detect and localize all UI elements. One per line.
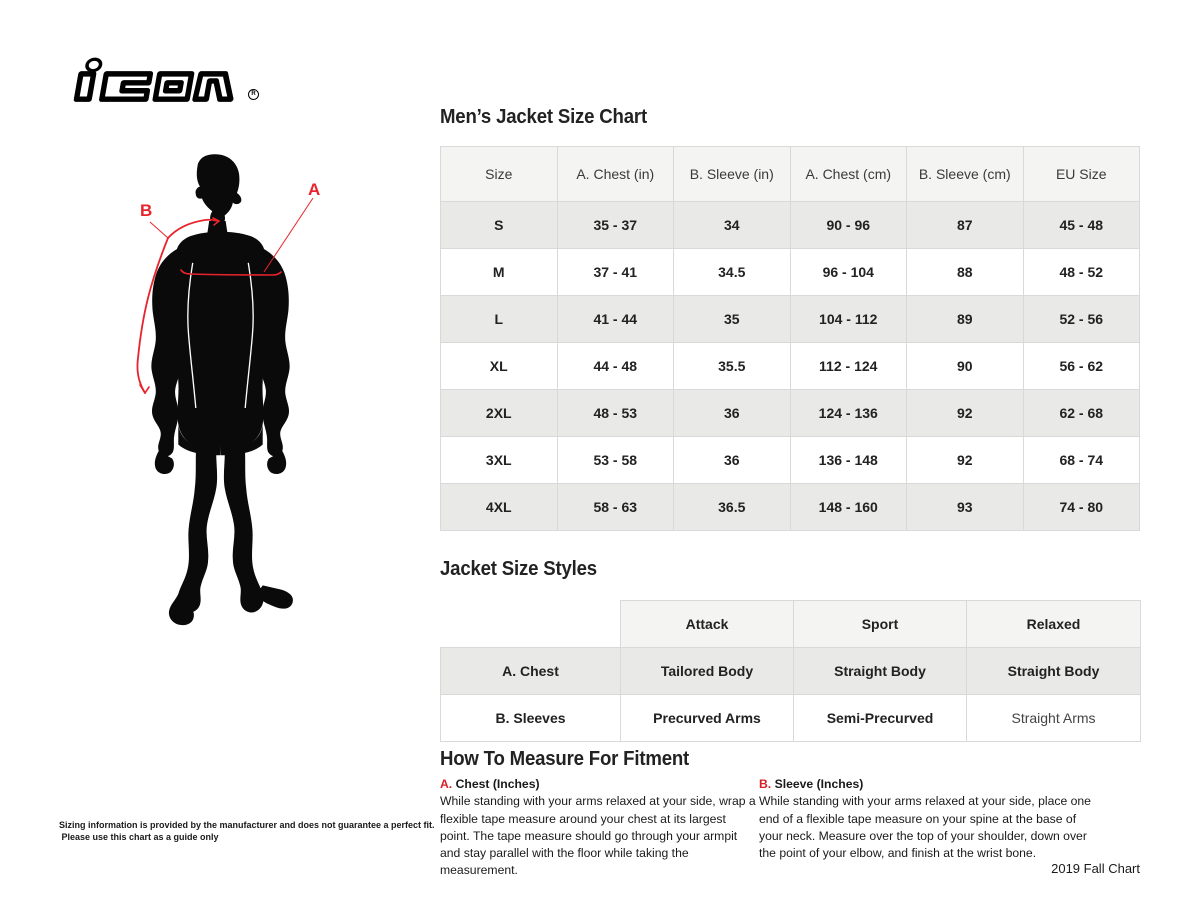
svg-text:B: B [140,201,152,220]
svg-text:A: A [308,180,320,199]
